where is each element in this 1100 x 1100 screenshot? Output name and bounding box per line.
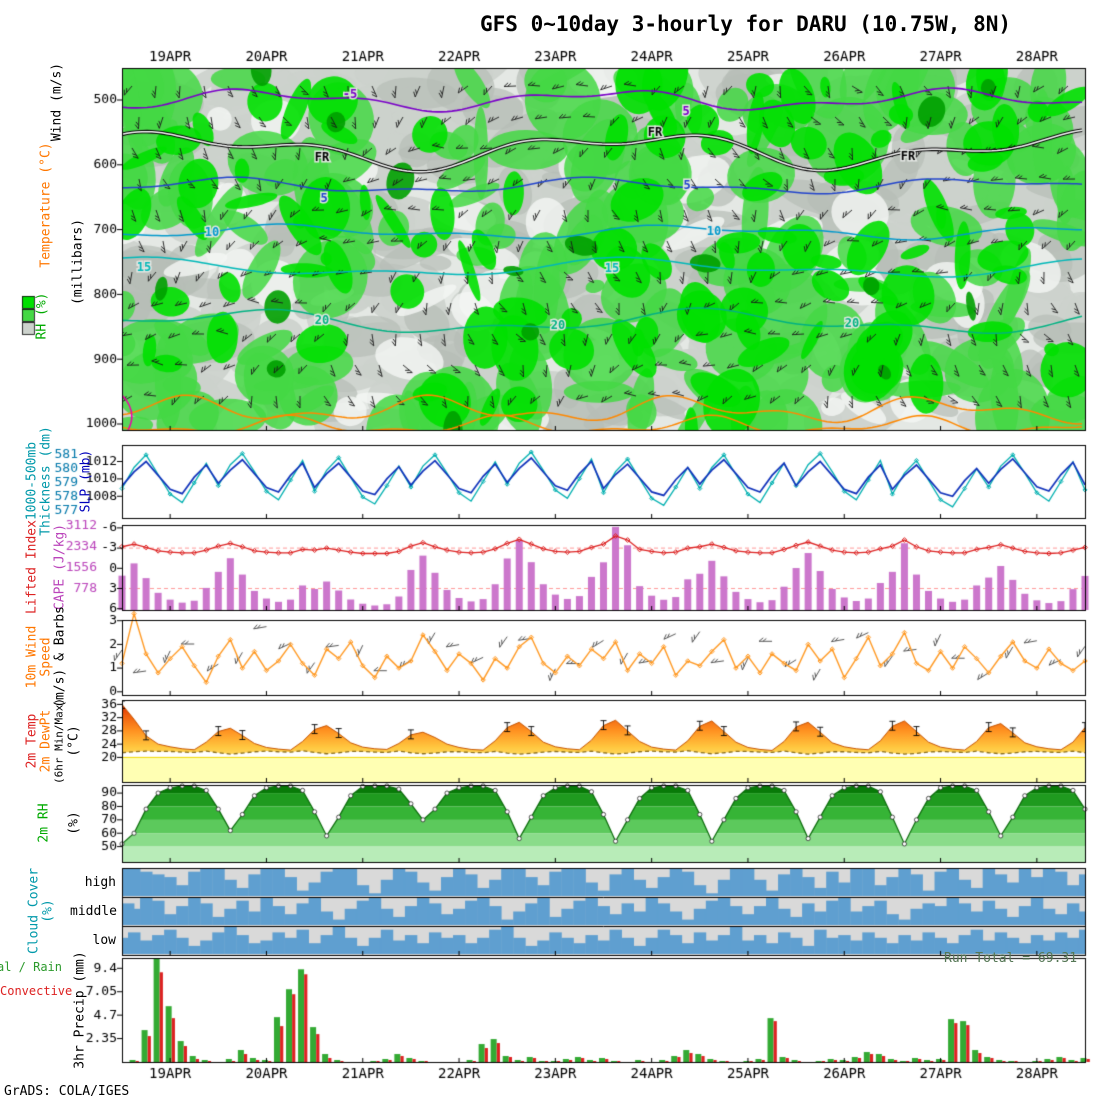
minmax-axis-label: (6hr Min/Max): [52, 697, 66, 785]
grads-credit: GrADS: COLA/IGES: [4, 1084, 130, 1099]
wind10-axis-label-1: 10m Wind: [24, 625, 40, 689]
chart-title: GFS 0~10day 3-hourly for DARU (10.75W, 8…: [480, 12, 1012, 36]
rh2m-axis-label: 2m RH: [36, 803, 52, 843]
wind-axis-label: Wind (m/s): [49, 62, 65, 142]
wind10-axis-label-2: Speed: [38, 637, 54, 677]
cape-axis-label: CAPE (J/kg): [52, 523, 68, 611]
cloud-axis-label: Cloud Cover: [26, 867, 42, 955]
temp2m-axis-label: 2m Temp: [24, 713, 40, 769]
thickness-axis-label-1: 1000-500mb: [24, 441, 40, 521]
run-total-annotation: Run Total = 69.31: [944, 951, 1078, 966]
precip-axis-label: 3hr Precip (mm): [72, 951, 88, 1069]
precip-total-label: Total / Rain: [0, 960, 62, 974]
dewpt-axis-label: 2m DewPt: [38, 709, 54, 773]
cloud-row-label-low: low: [92, 933, 116, 948]
precip-convective-label: Convective: [0, 984, 73, 998]
slp-axis-label: SLP (mb): [78, 449, 94, 513]
temperature-axis-label: Temperature (°C): [38, 142, 54, 268]
temp-unit-label: (°C): [66, 725, 82, 757]
rh-axis-label: RH (%): [34, 292, 50, 340]
rh2m-unit-label: (%): [66, 811, 82, 835]
thickness-axis-label-2: Thickness (dm): [38, 426, 54, 536]
wind10-axis-label-3: (m/s) & Barbs: [52, 606, 68, 708]
lifted-index-axis-label: Lifted Index: [24, 520, 40, 614]
millibars-axis-label: (millibars): [70, 218, 86, 306]
cloud-row-label-high: high: [84, 875, 116, 890]
cloud-row-label-middle: middle: [70, 904, 117, 919]
cloud-unit-label: (%): [40, 899, 56, 923]
